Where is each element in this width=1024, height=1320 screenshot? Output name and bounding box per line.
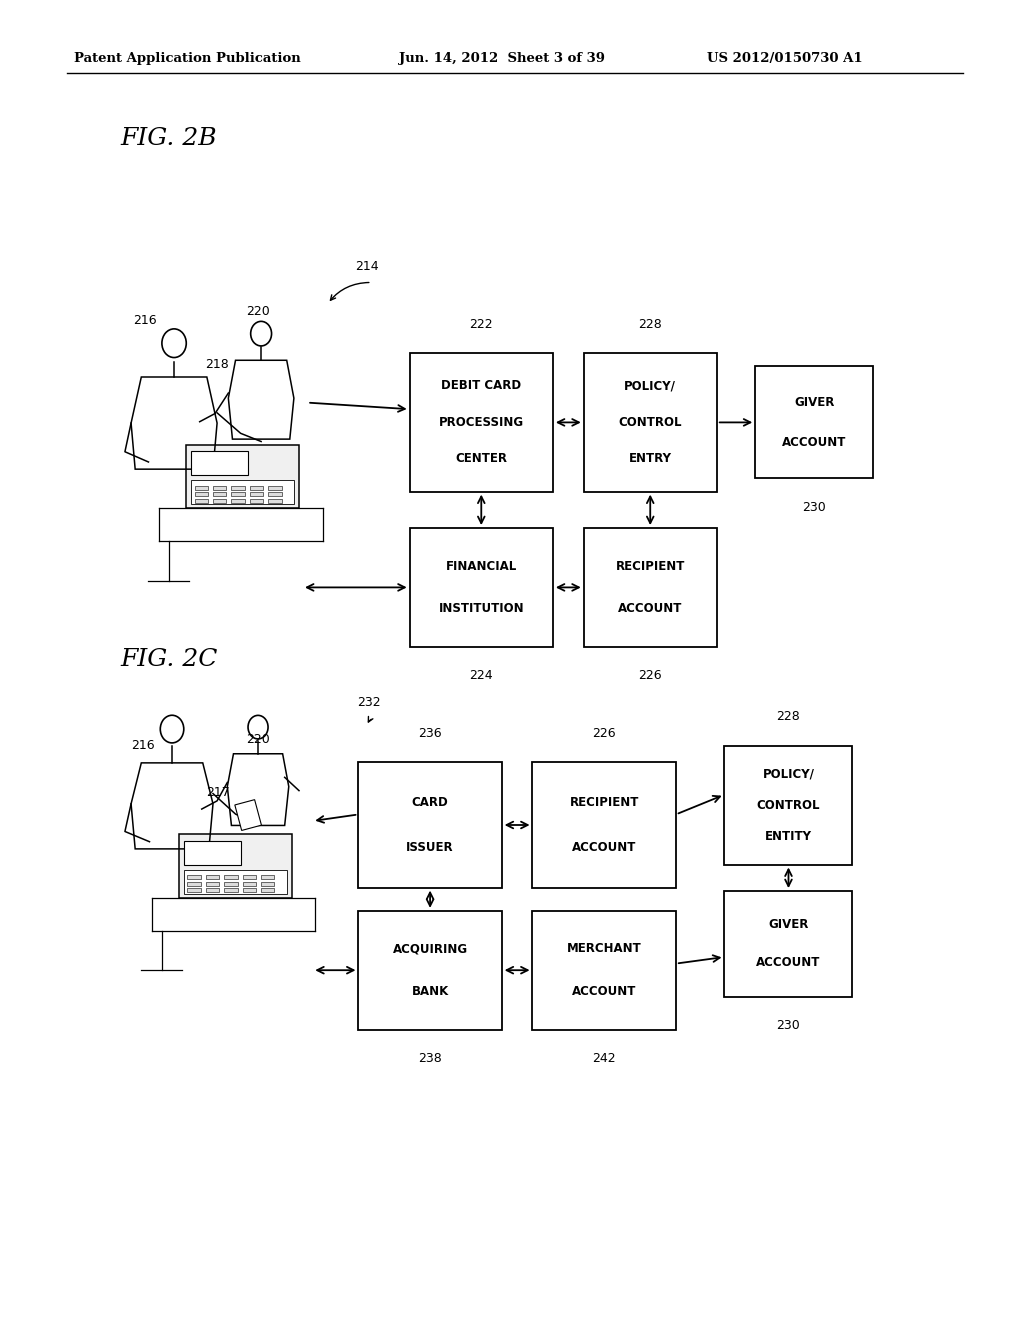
Text: ACCOUNT: ACCOUNT — [757, 956, 820, 969]
Text: ENTITY: ENTITY — [765, 830, 812, 843]
Text: Patent Application Publication: Patent Application Publication — [74, 51, 300, 65]
Text: ACQUIRING: ACQUIRING — [392, 942, 468, 956]
Bar — [206, 882, 219, 886]
Text: ENTRY: ENTRY — [629, 453, 672, 466]
Bar — [184, 870, 287, 894]
Text: 220: 220 — [246, 733, 270, 746]
Bar — [725, 746, 852, 865]
Text: FIG. 2B: FIG. 2B — [121, 127, 217, 150]
Text: DEBIT CARD: DEBIT CARD — [441, 379, 521, 392]
Bar — [195, 499, 208, 503]
Bar — [195, 486, 208, 490]
Text: PROCESSING: PROCESSING — [438, 416, 524, 429]
Bar — [187, 875, 201, 879]
Text: 228: 228 — [638, 318, 663, 330]
Text: 222: 222 — [469, 318, 494, 330]
Text: ACCOUNT: ACCOUNT — [618, 602, 682, 615]
Bar — [261, 882, 274, 886]
Bar — [756, 366, 872, 478]
Bar — [532, 911, 676, 1030]
Text: GIVER: GIVER — [768, 919, 809, 932]
Text: CENTER: CENTER — [456, 453, 507, 466]
Text: MERCHANT: MERCHANT — [567, 942, 641, 956]
Bar — [532, 762, 676, 887]
Text: 224: 224 — [469, 669, 494, 682]
Text: 217: 217 — [206, 785, 230, 799]
Bar — [410, 352, 553, 491]
Text: 238: 238 — [418, 1052, 442, 1065]
Bar — [224, 882, 238, 886]
Text: ACCOUNT: ACCOUNT — [782, 436, 846, 449]
Text: 214: 214 — [354, 260, 379, 273]
Bar — [191, 480, 294, 504]
Text: POLICY/: POLICY/ — [763, 767, 814, 780]
Text: 216: 216 — [131, 739, 156, 752]
Text: CARD: CARD — [412, 796, 449, 809]
Text: 230: 230 — [802, 502, 826, 513]
Bar — [243, 888, 256, 892]
Text: FIG. 2C: FIG. 2C — [121, 648, 218, 672]
Text: US 2012/0150730 A1: US 2012/0150730 A1 — [707, 51, 862, 65]
Bar — [231, 492, 245, 496]
Bar — [213, 486, 226, 490]
Bar — [231, 499, 245, 503]
Text: POLICY/: POLICY/ — [625, 379, 676, 392]
Bar — [250, 492, 263, 496]
Bar — [213, 499, 226, 503]
Bar — [179, 834, 292, 898]
Bar — [187, 888, 201, 892]
Text: ACCOUNT: ACCOUNT — [572, 985, 636, 998]
Bar — [358, 762, 502, 887]
Text: GIVER: GIVER — [794, 396, 835, 409]
Text: BANK: BANK — [412, 985, 449, 998]
Bar — [725, 891, 852, 997]
Bar — [186, 445, 299, 508]
Bar — [187, 882, 201, 886]
Bar — [268, 486, 282, 490]
Bar — [584, 352, 717, 491]
Bar — [243, 882, 256, 886]
Bar — [250, 499, 263, 503]
Bar — [213, 492, 226, 496]
Bar — [206, 875, 219, 879]
Text: INSTITUTION: INSTITUTION — [438, 602, 524, 615]
Text: CONTROL: CONTROL — [618, 416, 682, 429]
Text: 228: 228 — [776, 710, 801, 723]
Text: 226: 226 — [592, 727, 616, 739]
Bar — [184, 841, 241, 865]
Text: 220: 220 — [246, 305, 270, 318]
Bar — [410, 528, 553, 647]
Bar — [231, 486, 245, 490]
Text: ACCOUNT: ACCOUNT — [572, 841, 636, 854]
Bar — [261, 888, 274, 892]
Bar — [243, 875, 256, 879]
Bar — [191, 451, 248, 475]
Bar — [224, 888, 238, 892]
Bar — [584, 528, 717, 647]
Bar — [250, 486, 263, 490]
Text: 230: 230 — [776, 1019, 801, 1032]
Text: ISSUER: ISSUER — [407, 841, 454, 854]
Text: RECIPIENT: RECIPIENT — [615, 560, 685, 573]
Bar — [261, 875, 274, 879]
Text: CONTROL: CONTROL — [757, 799, 820, 812]
Text: 242: 242 — [592, 1052, 616, 1065]
Bar — [195, 492, 208, 496]
Bar — [268, 499, 282, 503]
Text: 218: 218 — [205, 358, 229, 371]
Bar — [224, 875, 238, 879]
Bar — [234, 800, 261, 830]
Bar — [268, 492, 282, 496]
Text: FINANCIAL: FINANCIAL — [445, 560, 517, 573]
Text: 236: 236 — [418, 727, 442, 739]
Text: Jun. 14, 2012  Sheet 3 of 39: Jun. 14, 2012 Sheet 3 of 39 — [399, 51, 605, 65]
Bar — [206, 888, 219, 892]
Text: RECIPIENT: RECIPIENT — [569, 796, 639, 809]
Text: 232: 232 — [356, 696, 381, 709]
Bar — [358, 911, 502, 1030]
Text: 216: 216 — [133, 314, 158, 327]
Text: 226: 226 — [638, 669, 663, 682]
